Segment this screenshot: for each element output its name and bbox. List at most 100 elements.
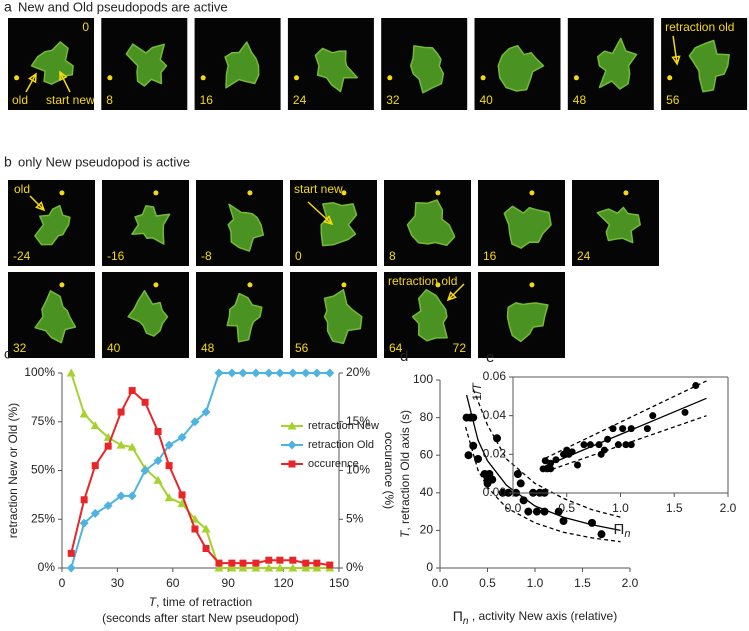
- arrow-head: [446, 291, 457, 302]
- frame-label: 32: [13, 341, 27, 355]
- point: [516, 479, 525, 488]
- arrow-head: [28, 72, 37, 84]
- series-line: [70, 388, 330, 567]
- frame: [478, 272, 565, 358]
- cell: [497, 44, 545, 92]
- point: [326, 561, 334, 569]
- x-tick-label: 1.5: [574, 576, 591, 590]
- point: [103, 501, 113, 511]
- point: [541, 457, 549, 465]
- marker-dot: [247, 190, 253, 196]
- point: [154, 428, 162, 435]
- marker-dot: [529, 282, 535, 288]
- x-axis-label-part: Π: [614, 521, 625, 538]
- point: [228, 559, 236, 567]
- cell: [323, 288, 363, 345]
- point: [177, 499, 187, 508]
- cell: [226, 292, 263, 343]
- legend-label: occurence: [308, 458, 359, 470]
- cell: [409, 45, 445, 94]
- point: [215, 559, 223, 567]
- cell: [506, 302, 549, 343]
- marker-dot: [107, 75, 113, 81]
- frame-label: 24: [577, 249, 591, 263]
- point: [498, 488, 507, 497]
- point: [302, 559, 310, 567]
- x-tick-label: 2.0: [622, 576, 639, 590]
- frame: 40: [474, 18, 561, 110]
- point: [532, 507, 541, 516]
- frame-label: 64: [389, 341, 403, 355]
- point: [574, 461, 581, 469]
- point: [227, 368, 237, 378]
- y-tick-label: 0: [426, 560, 433, 574]
- point: [90, 508, 100, 518]
- frame-label: -16: [107, 249, 125, 263]
- x-axis-label: T, time of retraction: [149, 595, 252, 609]
- marker-dot: [59, 190, 65, 196]
- point: [614, 441, 622, 449]
- point: [127, 491, 137, 501]
- point: [141, 398, 149, 406]
- x-tick-label: 30: [111, 576, 125, 590]
- panel-letter: c: [4, 346, 11, 362]
- arrow-head: [35, 201, 46, 212]
- frame: 32: [381, 18, 468, 110]
- series-line: [472, 389, 621, 518]
- point: [79, 518, 89, 528]
- series-line: [545, 397, 707, 467]
- y-tick-label: 20: [420, 523, 434, 537]
- marker-dot: [529, 190, 535, 196]
- x-tick-label: 150: [329, 576, 349, 590]
- y-tick-label: 0.06: [483, 369, 507, 383]
- point: [288, 368, 298, 378]
- panel-title: only New pseudopod is active: [18, 154, 190, 169]
- legend-label: retraction New: [308, 420, 379, 432]
- y-axis-label-part: T: [470, 382, 484, 391]
- point: [191, 525, 199, 533]
- point: [312, 563, 322, 572]
- point: [66, 563, 76, 573]
- frame: -8: [196, 180, 283, 266]
- point: [127, 442, 137, 451]
- y-tick-label: 100: [413, 372, 433, 386]
- frame-label: old: [14, 182, 30, 196]
- series-line: [70, 372, 330, 569]
- y2-tick-label: 20%: [346, 365, 370, 379]
- point: [67, 549, 75, 557]
- y2-axis-label: occurance (%): [382, 432, 396, 509]
- frame-label: 24: [293, 93, 307, 107]
- x-tick-label: 0.5: [479, 576, 496, 590]
- x-tick-label: 120: [274, 576, 294, 590]
- x-axis-label-part: , time of retraction: [156, 595, 252, 609]
- point: [464, 451, 473, 460]
- point: [313, 559, 321, 567]
- frame-label: retraction old: [665, 20, 734, 34]
- y-tick-label: 75%: [31, 414, 55, 428]
- frame-label: 72: [453, 341, 467, 355]
- point: [164, 493, 174, 502]
- arrow-head: [59, 70, 68, 82]
- point: [288, 563, 298, 572]
- point: [265, 556, 273, 564]
- marker-dot: [387, 75, 393, 81]
- frame-label: -8: [201, 249, 212, 263]
- x-tick-label: 0: [59, 576, 66, 590]
- point: [153, 475, 163, 484]
- arrow: [672, 35, 678, 65]
- point: [214, 563, 224, 572]
- point: [289, 556, 297, 564]
- marker-dot: [573, 75, 579, 81]
- cell: [503, 205, 552, 249]
- x-axis-label-part: Π: [453, 608, 463, 624]
- marker-dot: [667, 75, 673, 81]
- plot-area: [66, 368, 335, 573]
- frame-label: 0: [295, 249, 302, 263]
- marker-dot: [247, 282, 253, 288]
- frame: 8: [384, 180, 471, 266]
- y2-tick-label: 5%: [346, 511, 364, 525]
- plot-area: [539, 380, 707, 473]
- frame-label: 56: [666, 93, 680, 107]
- x-axis-label-part: n: [463, 616, 469, 627]
